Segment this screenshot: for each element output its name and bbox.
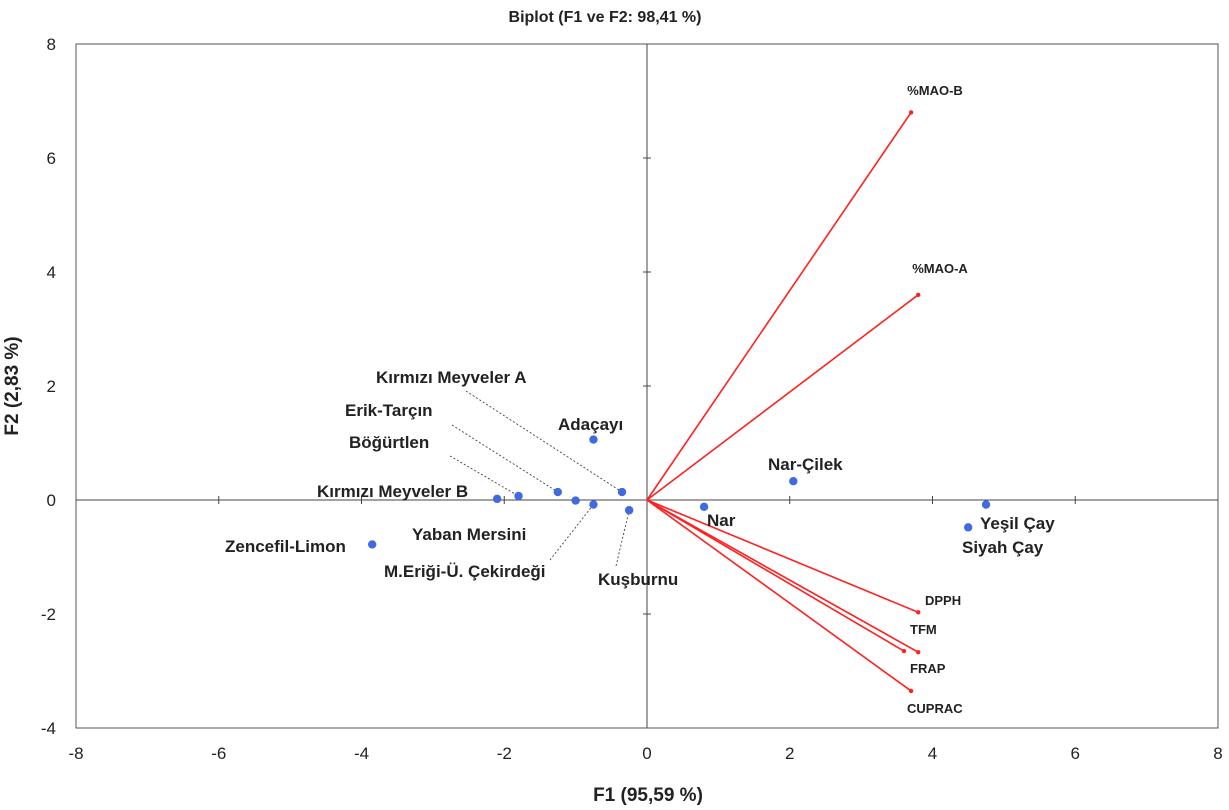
observation-label: Zencefil-Limon	[225, 537, 346, 556]
observation-label: Erik-Tarçın	[345, 401, 433, 420]
x-tick-label: 0	[642, 744, 651, 763]
variable-vector-tip	[901, 648, 907, 654]
observation-label: M.Eriği-Ü. Çekirdeği	[384, 562, 546, 581]
observation-point	[617, 487, 627, 497]
variable-vector-tip	[908, 110, 914, 115]
observation-label: Böğürtlen	[349, 433, 429, 452]
observation-label: Yaban Mersini	[412, 525, 526, 544]
label-leader-line	[549, 504, 594, 561]
observation-label: Nar-Çilek	[768, 455, 843, 474]
y-tick-label: -4	[41, 719, 56, 738]
x-tick-label: 8	[1213, 744, 1222, 763]
observation-point	[699, 502, 709, 512]
x-tick-label: -6	[211, 744, 226, 763]
variable-label: %MAO-B	[907, 83, 963, 98]
observation-point	[963, 523, 973, 532]
variable-label: %MAO-A	[912, 261, 968, 276]
observation-label: Kırmızı Meyveler A	[376, 368, 527, 387]
variable-vector	[646, 499, 905, 652]
x-tick-label: 2	[785, 744, 794, 763]
y-tick-label: 0	[47, 491, 56, 510]
observation-label: Kuşburnu	[598, 570, 678, 589]
observation-point	[589, 435, 598, 444]
label-leader-line	[615, 510, 630, 567]
label-leader-line	[451, 424, 559, 493]
label-leader-line	[449, 455, 519, 497]
x-tick-label: -2	[497, 744, 512, 763]
variable-vector-tip	[916, 292, 921, 297]
variable-label: FRAP	[910, 661, 946, 676]
variable-vector	[646, 111, 912, 501]
variable-vector	[646, 499, 912, 692]
observation-label: Adaçayı	[558, 415, 623, 434]
x-tick-label: -8	[68, 744, 83, 763]
observation-point	[589, 500, 598, 509]
variable-label: CUPRAC	[907, 701, 963, 716]
x-axis-title: F1 (95,59 %)	[593, 785, 703, 806]
observation-label: Yeşil Çay	[980, 514, 1055, 533]
observation-point	[571, 496, 580, 505]
observation-point	[492, 494, 502, 504]
y-tick-label: 4	[47, 263, 56, 282]
observation-point	[981, 500, 991, 509]
variable-vector-tip	[916, 610, 921, 615]
variable-vector	[646, 499, 919, 653]
chart-title: Biplot (F1 ve F2: 98,41 %)	[509, 9, 702, 26]
observation-point	[514, 491, 523, 501]
y-tick-label: 8	[47, 35, 56, 54]
x-tick-label: -4	[354, 744, 369, 763]
y-tick-label: 6	[47, 149, 56, 168]
x-tick-label: 6	[1071, 744, 1080, 763]
observation-label: Kırmızı Meyveler B	[317, 482, 468, 501]
x-tick-label: 4	[928, 744, 937, 763]
observation-point	[624, 506, 634, 515]
variable-vector	[646, 294, 919, 501]
variable-vector-tip	[908, 688, 914, 694]
observation-label: Nar	[707, 511, 736, 530]
y-tick-label: -2	[41, 605, 56, 624]
variable-vector	[646, 499, 919, 614]
observation-point	[368, 540, 377, 549]
label-leader-line	[465, 390, 623, 493]
variable-label: DPPH	[925, 593, 961, 608]
observation-point	[553, 487, 562, 497]
observation-point	[789, 476, 798, 486]
observation-label: Siyah Çay	[962, 538, 1044, 557]
variable-label: TFM	[910, 622, 937, 637]
y-tick-label: 2	[47, 377, 56, 396]
y-axis-title: F2 (2,83 %)	[2, 336, 23, 435]
variable-vector-tip	[916, 649, 921, 655]
